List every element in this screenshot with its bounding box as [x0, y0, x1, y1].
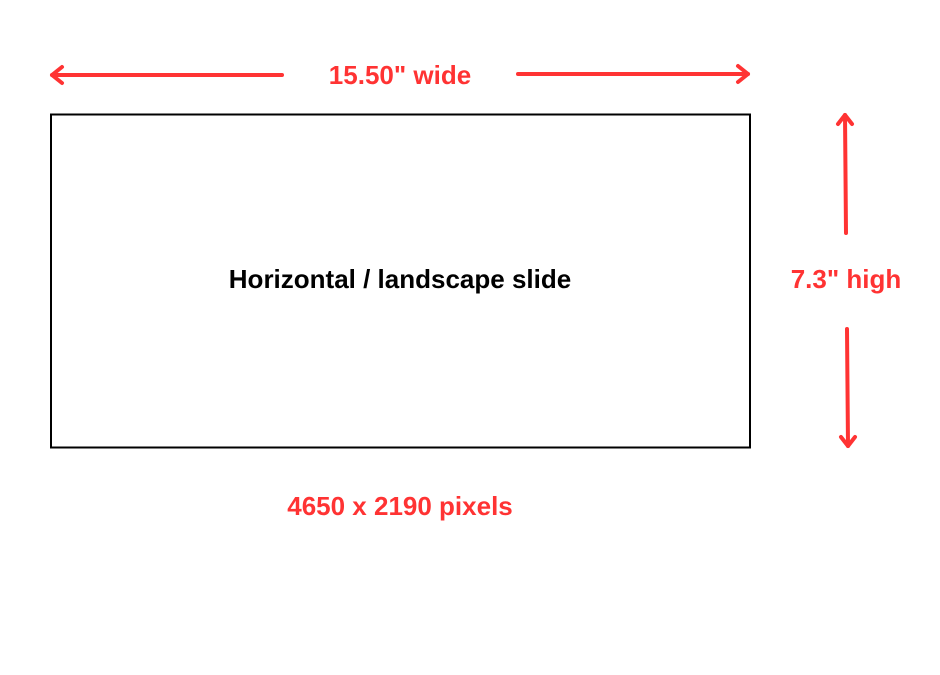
width-label: 15.50" wide — [329, 60, 471, 90]
width-arrow-left-icon — [50, 65, 284, 85]
height-label: 7.3" high — [791, 264, 902, 294]
slide-label: Horizontal / landscape slide — [229, 264, 571, 294]
slide-outline — [50, 113, 751, 449]
height-arrow-up-icon — [836, 113, 854, 235]
pixels-label: 4650 x 2190 pixels — [287, 491, 513, 521]
height-arrow-down-icon — [839, 327, 857, 448]
width-arrow-right-icon — [516, 64, 750, 84]
